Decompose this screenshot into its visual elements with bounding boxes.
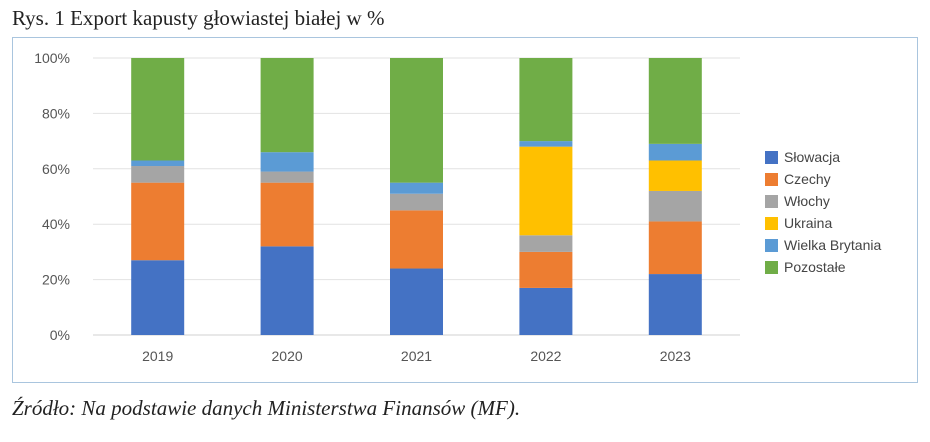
legend-label: Ukraina bbox=[784, 215, 832, 231]
x-tick-label: 2019 bbox=[142, 348, 173, 364]
bar-segment bbox=[131, 166, 185, 183]
bar-segment bbox=[260, 246, 314, 335]
x-tick-label: 2021 bbox=[401, 348, 432, 364]
bar-segment bbox=[260, 182, 314, 247]
legend-label: Włochy bbox=[784, 193, 830, 209]
bar-segment bbox=[131, 260, 185, 335]
y-tick-label: 40% bbox=[42, 216, 70, 232]
bar-segment bbox=[390, 182, 443, 194]
legend-swatch bbox=[765, 217, 778, 230]
legend-label: Czechy bbox=[784, 171, 831, 187]
bar-segment bbox=[648, 160, 702, 191]
legend-label: Słowacja bbox=[784, 149, 840, 165]
bar-segment bbox=[519, 58, 573, 142]
bar-segment bbox=[390, 210, 443, 269]
y-tick-label: 0% bbox=[50, 327, 70, 343]
bar-segment bbox=[131, 182, 185, 261]
y-tick-label: 100% bbox=[34, 50, 70, 66]
legend-swatch bbox=[765, 195, 778, 208]
source-note: Źródło: Na podstawie danych Ministerstwa… bbox=[12, 396, 521, 420]
bar-segment bbox=[648, 143, 702, 161]
bar-segment bbox=[260, 58, 314, 153]
bar-segment bbox=[519, 141, 573, 147]
y-tick-label: 20% bbox=[42, 272, 70, 288]
bar-segment bbox=[519, 251, 573, 288]
bar-segment bbox=[648, 221, 702, 275]
bar-segment bbox=[260, 171, 314, 183]
legend-label: Wielka Brytania bbox=[784, 237, 881, 253]
y-tick-label: 80% bbox=[42, 105, 70, 121]
bar-segment bbox=[519, 146, 573, 236]
legend-swatch bbox=[765, 151, 778, 164]
bar-segment bbox=[131, 160, 185, 167]
bar-segment bbox=[390, 193, 443, 211]
x-tick-label: 2023 bbox=[660, 348, 691, 364]
x-tick-label: 2022 bbox=[530, 348, 561, 364]
x-tick-label: 2020 bbox=[272, 348, 303, 364]
bar-segment bbox=[390, 58, 443, 183]
legend-label: Pozostałe bbox=[784, 259, 846, 275]
chart-frame bbox=[12, 37, 918, 383]
legend-swatch bbox=[765, 261, 778, 274]
legend-swatch bbox=[765, 239, 778, 252]
bar-segment bbox=[390, 268, 443, 335]
bar-segment bbox=[519, 287, 573, 335]
y-tick-label: 60% bbox=[42, 161, 70, 177]
bar-segment bbox=[648, 274, 702, 335]
bar-segment bbox=[260, 152, 314, 172]
legend-swatch bbox=[765, 173, 778, 186]
bar-segment bbox=[519, 235, 573, 252]
chart-title: Rys. 1 Export kapusty głowiastej białej … bbox=[12, 6, 385, 30]
bar-segment bbox=[131, 58, 185, 161]
bar-segment bbox=[648, 58, 702, 144]
bar-segment bbox=[648, 190, 702, 222]
